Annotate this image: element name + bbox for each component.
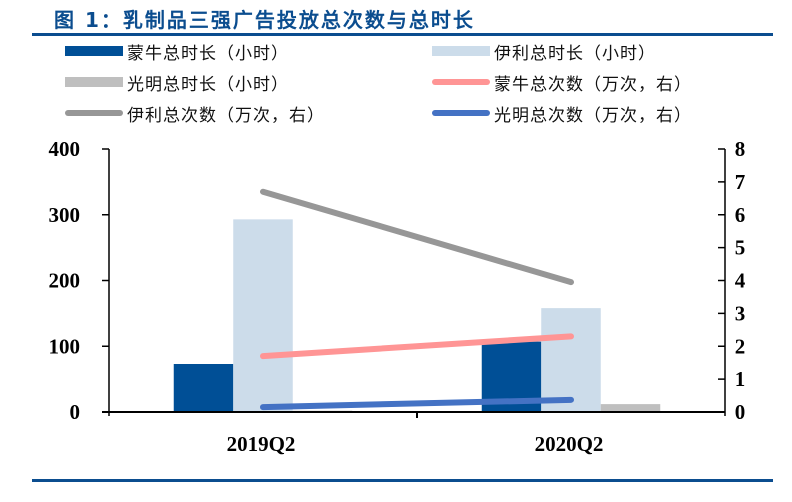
chart-title: 图 1：乳制品三强广告投放总次数与总时长 <box>54 8 475 32</box>
legend-swatch-icon <box>65 77 123 87</box>
right-axis-tick-label: 0 <box>735 400 746 424</box>
legend-swatch-icon <box>432 46 490 56</box>
right-axis-tick-label: 3 <box>735 301 746 325</box>
bar <box>173 364 234 412</box>
legend-label: 蒙牛总时长（小时） <box>127 43 289 64</box>
right-axis-tick-label: 2 <box>735 334 746 358</box>
legend-item-guangming-count: 光明总次数（万次，右） <box>432 101 692 126</box>
legend-item-mengniu-hours: 蒙牛总时长（小时） <box>65 39 289 64</box>
series-line <box>260 333 574 360</box>
series-line <box>260 396 574 411</box>
line-series <box>260 188 574 411</box>
category-label: 2020Q2 <box>535 432 604 456</box>
legend-line-icon <box>65 110 123 116</box>
category-label: 2019Q2 <box>227 432 296 456</box>
left-axis-tick-label: 0 <box>70 400 81 424</box>
right-axis-tick-label: 5 <box>735 236 746 260</box>
legend-label: 蒙牛总次数（万次，右） <box>494 74 692 95</box>
legend-item-mengniu-count: 蒙牛总次数（万次，右） <box>432 70 692 95</box>
axes: 0 100 200 300 400 0 1 2 3 4 5 6 7 8 2019Q2 2020Q2 <box>49 137 746 456</box>
legend-line-icon <box>432 79 490 85</box>
footer-rule <box>32 479 773 482</box>
legend-item-guangming-hours: 光明总时长（小时） <box>65 70 289 95</box>
legend-label: 伊利总时长（小时） <box>494 43 656 64</box>
legend-label: 光明总次数（万次，右） <box>494 105 692 126</box>
series-line <box>260 188 574 286</box>
left-axis-tick-label: 200 <box>49 269 81 293</box>
legend-item-yili-count: 伊利总次数（万次，右） <box>65 101 325 126</box>
bar <box>233 219 293 412</box>
legend-item-yili-hours: 伊利总时长（小时） <box>432 39 656 64</box>
right-axis-tick-label: 8 <box>735 137 746 161</box>
left-axis-tick-label: 400 <box>49 137 81 161</box>
left-axis-tick-label: 300 <box>49 203 81 227</box>
right-axis-tick-label: 6 <box>735 203 746 227</box>
legend-line-icon <box>432 110 490 116</box>
legend-label: 伊利总次数（万次，右） <box>127 105 325 126</box>
right-axis-tick-label: 7 <box>735 170 746 194</box>
legend: 蒙牛总时长（小时） 伊利总时长（小时） 光明总时长（小时） 蒙牛总次数（万次，右… <box>0 38 792 128</box>
bar <box>600 404 661 412</box>
bar-series <box>173 219 661 412</box>
bar <box>541 308 601 412</box>
title-rule <box>32 33 773 36</box>
left-axis-tick-label: 100 <box>49 334 81 358</box>
right-axis-tick-label: 4 <box>735 269 746 293</box>
right-axis-tick-label: 1 <box>735 367 746 391</box>
legend-label: 光明总时长（小时） <box>127 74 289 95</box>
legend-swatch-icon <box>65 46 123 56</box>
